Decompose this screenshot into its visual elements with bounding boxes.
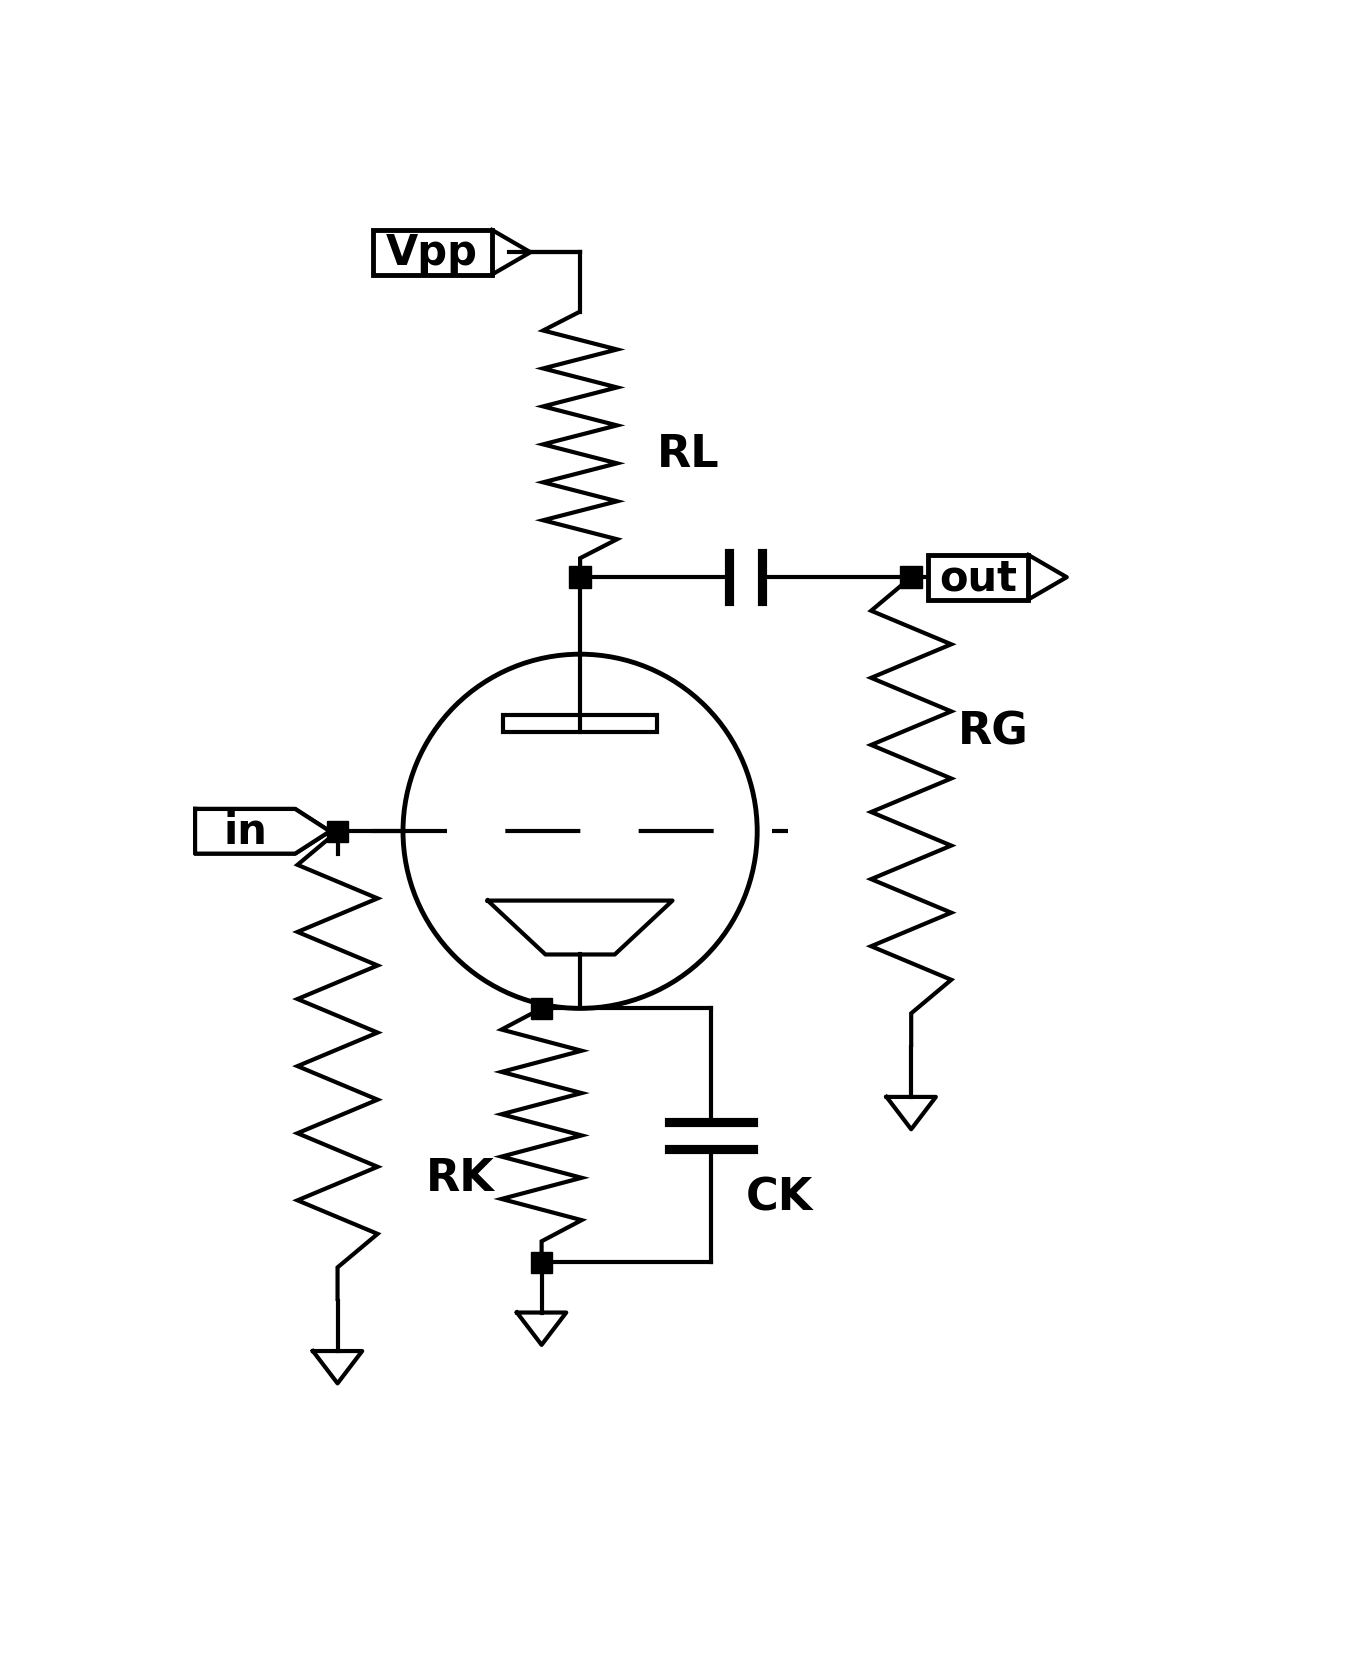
Bar (372, 231, 492, 276)
Text: CK: CK (746, 1176, 813, 1220)
Bar (569, 567, 591, 589)
Bar (530, 1251, 552, 1273)
Bar (900, 567, 921, 589)
Text: RL: RL (657, 433, 720, 477)
Text: Vpp: Vpp (386, 233, 479, 274)
Text: RG: RG (958, 711, 1028, 753)
Bar (326, 821, 348, 843)
Bar (928, 555, 1028, 601)
Text: out: out (939, 557, 1017, 599)
Polygon shape (196, 810, 331, 855)
Bar (530, 999, 552, 1019)
Bar (503, 716, 657, 733)
Text: in: in (223, 811, 267, 853)
Text: RK: RK (426, 1156, 495, 1200)
